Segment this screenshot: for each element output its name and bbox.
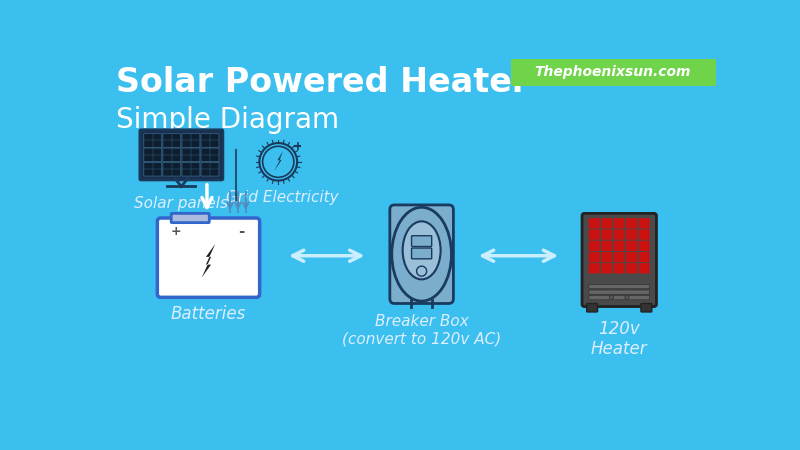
Circle shape (417, 266, 426, 276)
FancyBboxPatch shape (638, 252, 650, 262)
FancyBboxPatch shape (182, 134, 200, 147)
Circle shape (262, 146, 294, 177)
Circle shape (625, 295, 629, 300)
FancyBboxPatch shape (602, 263, 612, 274)
FancyBboxPatch shape (411, 236, 432, 247)
FancyBboxPatch shape (626, 218, 638, 229)
FancyBboxPatch shape (589, 290, 650, 294)
FancyBboxPatch shape (589, 252, 600, 262)
FancyBboxPatch shape (144, 162, 162, 176)
FancyBboxPatch shape (626, 230, 638, 240)
FancyBboxPatch shape (626, 252, 638, 262)
FancyBboxPatch shape (638, 218, 650, 229)
FancyBboxPatch shape (638, 241, 650, 251)
FancyBboxPatch shape (182, 162, 200, 176)
Polygon shape (274, 151, 283, 172)
FancyBboxPatch shape (602, 230, 612, 240)
FancyBboxPatch shape (641, 303, 652, 312)
Polygon shape (202, 244, 215, 278)
Text: Solar panels: Solar panels (134, 196, 228, 211)
FancyBboxPatch shape (614, 218, 625, 229)
FancyBboxPatch shape (614, 241, 625, 251)
FancyBboxPatch shape (390, 205, 454, 303)
FancyBboxPatch shape (614, 252, 625, 262)
FancyBboxPatch shape (182, 148, 200, 162)
Text: -: - (238, 225, 244, 239)
Text: Breaker Box
(convert to 120v AC): Breaker Box (convert to 120v AC) (342, 314, 502, 346)
FancyBboxPatch shape (171, 213, 210, 223)
Text: Solar Powered Heater: Solar Powered Heater (115, 66, 528, 99)
FancyBboxPatch shape (163, 148, 181, 162)
Text: Grid Electricity: Grid Electricity (226, 189, 338, 204)
FancyBboxPatch shape (589, 296, 650, 300)
Text: 120v
Heater: 120v Heater (591, 320, 647, 359)
FancyBboxPatch shape (602, 252, 612, 262)
FancyBboxPatch shape (158, 218, 260, 297)
FancyBboxPatch shape (201, 134, 219, 147)
Ellipse shape (402, 221, 441, 279)
Text: Simple Diagram: Simple Diagram (115, 106, 338, 135)
FancyBboxPatch shape (589, 230, 600, 240)
FancyBboxPatch shape (144, 134, 162, 147)
FancyBboxPatch shape (201, 148, 219, 162)
FancyBboxPatch shape (510, 58, 716, 86)
FancyBboxPatch shape (139, 130, 223, 180)
FancyBboxPatch shape (582, 213, 657, 306)
Circle shape (610, 295, 614, 300)
FancyBboxPatch shape (614, 263, 625, 274)
FancyBboxPatch shape (602, 218, 612, 229)
FancyBboxPatch shape (163, 162, 181, 176)
FancyBboxPatch shape (602, 241, 612, 251)
FancyBboxPatch shape (163, 134, 181, 147)
FancyBboxPatch shape (589, 241, 600, 251)
FancyBboxPatch shape (144, 148, 162, 162)
Text: +: + (170, 225, 182, 238)
FancyBboxPatch shape (411, 248, 432, 259)
Text: Thephoenixsun.com: Thephoenixsun.com (534, 66, 691, 80)
FancyBboxPatch shape (589, 218, 600, 229)
FancyBboxPatch shape (589, 263, 600, 274)
FancyBboxPatch shape (201, 162, 219, 176)
Text: Batteries: Batteries (171, 305, 246, 323)
FancyBboxPatch shape (638, 230, 650, 240)
FancyBboxPatch shape (589, 284, 650, 289)
FancyBboxPatch shape (586, 303, 598, 312)
FancyBboxPatch shape (626, 241, 638, 251)
FancyBboxPatch shape (638, 263, 650, 274)
FancyBboxPatch shape (626, 263, 638, 274)
FancyBboxPatch shape (614, 230, 625, 240)
